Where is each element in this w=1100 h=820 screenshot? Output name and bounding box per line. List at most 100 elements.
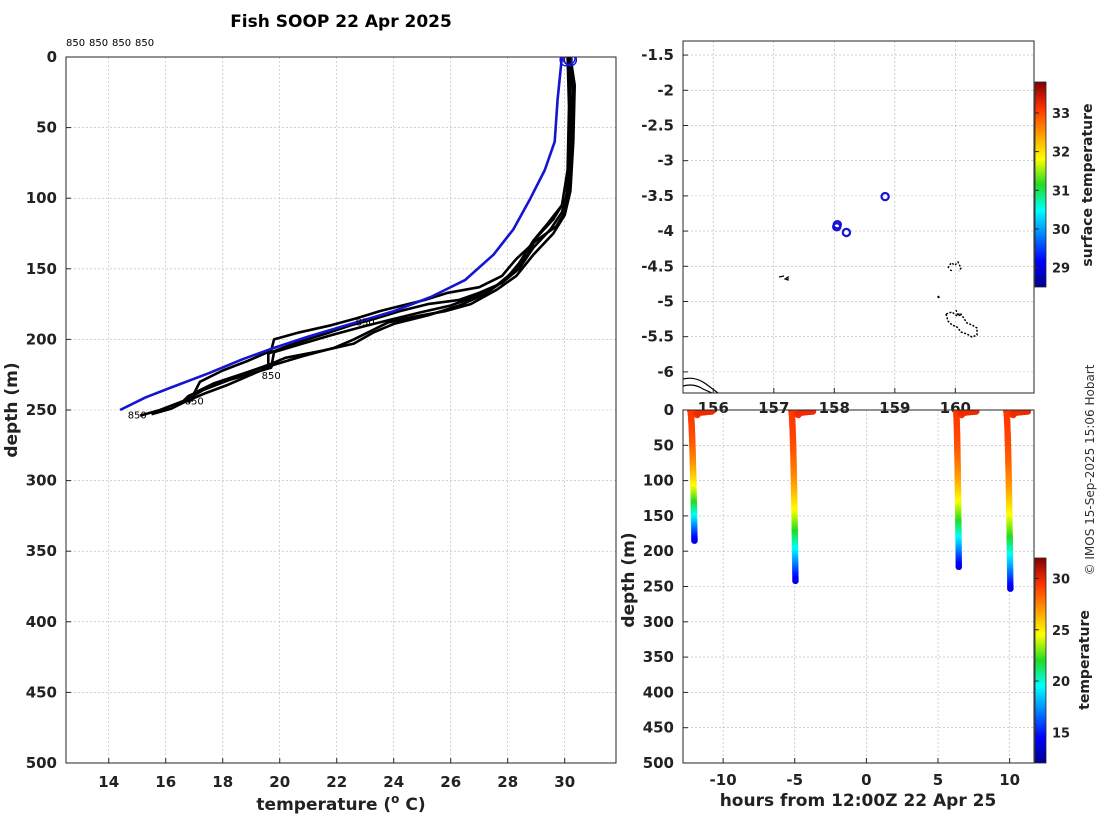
profile-line [139,57,572,417]
map-land [683,260,978,393]
y-tick-label: 200 [643,542,674,560]
depth-time-grid [683,409,1034,764]
cast-surface-point [1024,410,1032,415]
profile-panel: Fish SOOP 22 Apr 2025 14 16 18 20 22 24 26 28 30… [2,12,617,815]
y-tick-label: 250 [643,578,674,596]
colorbar-tick-label: 25 [1052,624,1070,639]
x-tick-label: 0 [861,771,871,789]
temperature-colorbar-ticks: 15 20 25 30 [1035,573,1070,741]
profile-lines [119,57,578,417]
x-tick-label: 20 [269,773,290,791]
y-tick-label: 200 [26,330,57,348]
cast-surface-point [972,410,980,415]
island [778,275,789,281]
profile-line [179,57,575,406]
cast-down-point [955,563,963,571]
y-tick-label: 150 [643,507,674,525]
depth-time-x-axis-label: hours from 12:00Z 22 Apr 25 [720,791,997,811]
profile-grid [66,56,616,764]
y-tick-label: -5 [657,292,674,310]
y-tick-label: 450 [26,683,57,701]
island [955,309,962,317]
temperature-colorbar [1034,557,1047,764]
cast-down-point [691,537,698,544]
surface-marker [563,57,578,67]
x-tick-label: 28 [497,773,518,791]
surface-temperature-colorbar [1034,81,1047,288]
x-tick-label: -5 [786,771,803,789]
y-tick-label: 250 [26,401,57,419]
y-tick-label: 500 [643,754,674,772]
x-tick-label: -10 [710,771,737,789]
y-tick-label: 500 [26,754,57,772]
x-tick-label: 18 [212,773,233,791]
profile-header-labels: 850 850 850 850 [66,38,154,49]
colorbar-tick-label: 33 [1052,107,1070,122]
x-tick-label: 158 [819,399,850,417]
y-tick-label: -3.5 [641,187,674,205]
x-tick-label: 16 [155,773,176,791]
profile-y-ticks: 0 50 100 150 200 250 300 350 400 450 500 [26,48,71,772]
y-tick-label: 150 [26,260,57,278]
header-label: 850 [135,38,154,49]
x-tick-label: 5 [933,771,943,789]
island-group [945,311,978,338]
y-tick-label: -1.5 [641,46,674,64]
surface-point [841,227,852,238]
depth-time-panel: -10 -5 0 5 10 0 50 100 150 200 250 300 350 400 450 500… [619,401,1093,811]
depth-annotation: 850 [262,371,281,382]
surface-colorbar-label: surface temperature [1080,103,1096,266]
profile-line [187,57,571,404]
x-tick-label: 30 [554,773,575,791]
depth-annotation: 850 [128,411,147,422]
y-tick-label: 100 [26,189,57,207]
y-tick-label: 400 [643,683,674,701]
cast-surface-point [809,410,817,415]
surface-marker [562,57,576,66]
depth-time-x-ticks: -10 -5 0 5 10 [710,758,1020,789]
chart-title: Fish SOOP 22 Apr 2025 [230,12,452,32]
y-tick-label: 350 [26,542,57,560]
y-tick-label: 450 [643,719,674,737]
y-tick-label: 300 [26,472,57,490]
map-axes-frame [682,40,1035,394]
y-tick-label: -3 [657,152,674,170]
depth-time-y-axis-label: depth (m) [619,532,639,627]
x-tick-label: 14 [98,773,119,791]
surface-point [832,222,842,232]
profile-x-ticks: 14 16 18 20 22 24 26 28 30 [98,758,575,791]
depth-time-y-ticks: 0 50 100 150 200 250 300 350 400 450 500 [643,401,688,772]
x-tick-label: 26 [440,773,461,791]
y-tick-label: 100 [643,472,674,490]
depth-annotation: 850 [185,397,204,408]
colorbar-tick-label: 31 [1052,184,1070,199]
y-tick-label: 50 [653,436,674,454]
y-tick-label: -2.5 [641,116,674,134]
y-tick-label: -5.5 [641,328,674,346]
colorbar-tick-label: 30 [1052,573,1070,588]
cast-down-point [1007,585,1014,592]
map-grid [683,41,1034,393]
profile-y-axis-label: depth (m) [2,362,22,457]
profile-line [151,57,576,416]
depth-annotation: 850 [356,317,375,328]
coastline [683,377,719,393]
colorbar-tick-label: 30 [1052,223,1070,238]
y-tick-label: -4.5 [641,257,674,275]
colorbar-tick-label: 29 [1052,262,1070,277]
colorbar-tick-label: 32 [1052,146,1070,161]
profile-annotations: 850 850 850 850 [128,317,375,421]
cast-traces [686,410,1032,592]
y-tick-label: 300 [643,613,674,631]
island [937,295,940,299]
y-tick-label: 0 [664,401,674,419]
x-tick-label: 157 [758,399,789,417]
surface-colorbar-ticks: 29 30 31 32 33 [1035,107,1070,277]
header-label: 850 [66,38,85,49]
temperature-colorbar-label: temperature [1077,610,1093,710]
map-panel: 156 157 158 159 160 -1.5-2-2.5-3-3.5-4-4.5-5… [641,40,1096,417]
y-tick-label: 350 [643,648,674,666]
y-tick-label: 400 [26,613,57,631]
credit-text: © IMOS 15-Sep-2025 15:06 Hobart [1083,364,1097,575]
